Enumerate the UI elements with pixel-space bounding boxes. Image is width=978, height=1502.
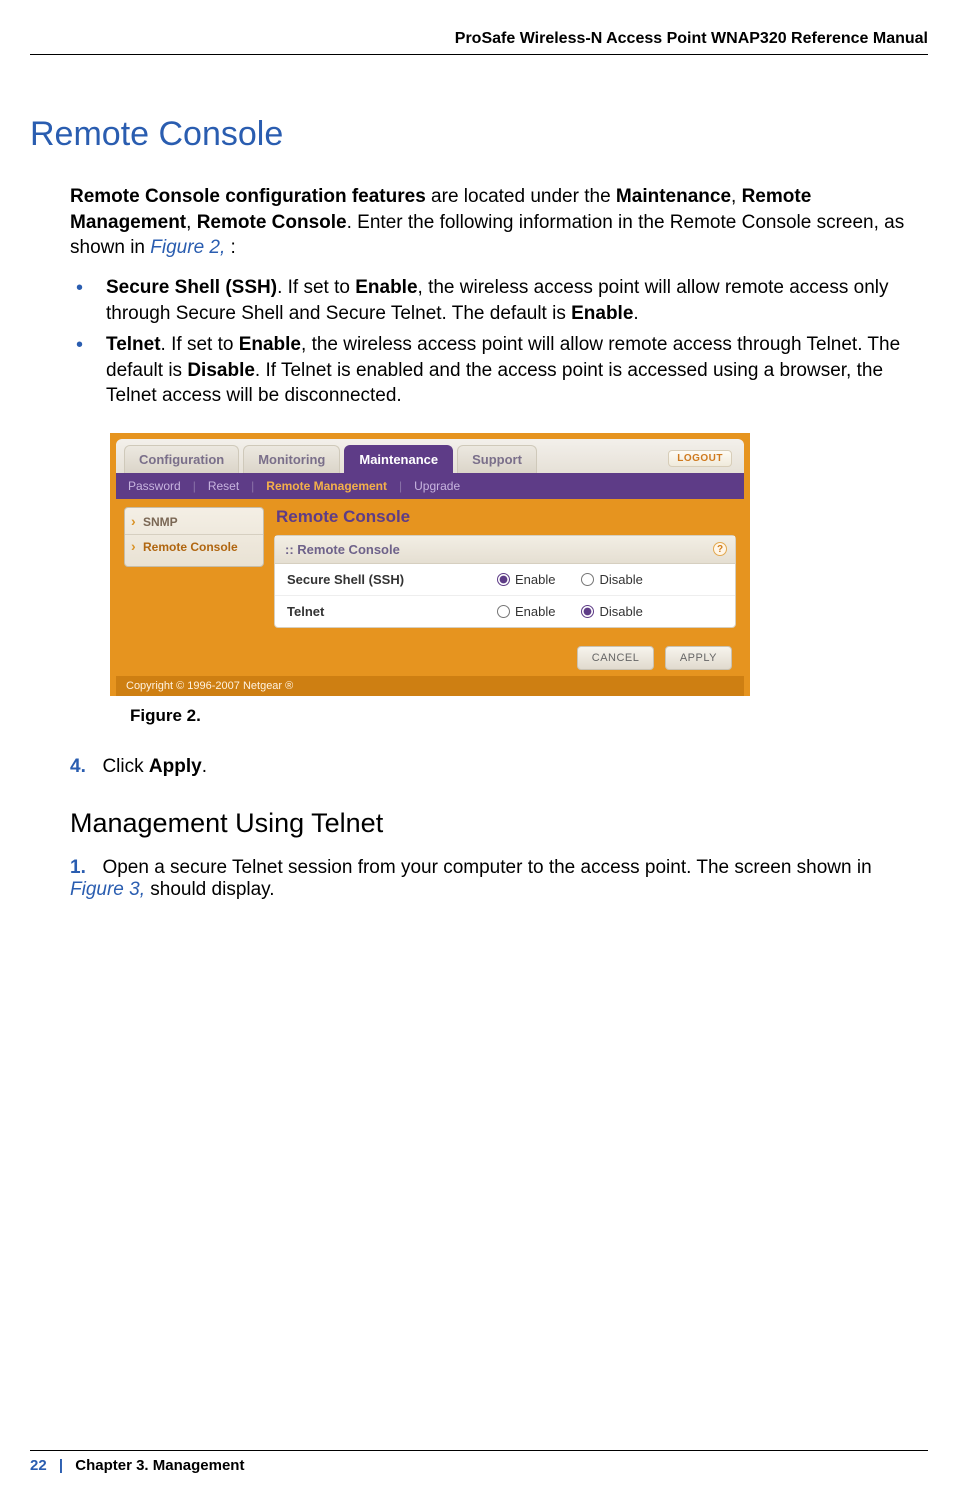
row-telnet-radios: Enable Disable (497, 604, 643, 619)
bullet-telnet: Telnet. If set to Enable, the wireless a… (70, 332, 928, 409)
ssh-enable-radio[interactable] (497, 573, 510, 586)
bullet-ssh-enable1: Enable (355, 277, 417, 298)
page-number: 22 (30, 1457, 47, 1474)
document-header: ProSafe Wireless-N Access Point WNAP320 … (30, 30, 928, 55)
bullet-ssh-enable2: Enable (571, 303, 633, 324)
step-4-text-a: Click (102, 756, 148, 777)
figure-2-link[interactable]: Figure 2, (150, 237, 225, 258)
card-header-text: :: Remote Console (285, 542, 400, 557)
ssh-enable-text: Enable (515, 572, 555, 587)
telnet-enable-text: Enable (515, 604, 555, 619)
subtab-row: Password | Reset | Remote Management | Upgr… (116, 473, 744, 499)
row-ssh-label: Secure Shell (SSH) (287, 572, 497, 587)
button-row: CANCEL APPLY (116, 636, 744, 676)
bullet-list: Secure Shell (SSH). If set to Enable, th… (70, 275, 928, 409)
bullet-ssh-label: Secure Shell (SSH) (106, 277, 277, 298)
bullet-ssh-t3: . (633, 303, 638, 324)
bullet-telnet-t1: . If set to (161, 334, 239, 355)
bullet-telnet-disable: Disable (187, 360, 255, 381)
settings-card: :: Remote Console ? Secure Shell (SSH) E… (274, 535, 736, 628)
telnet-enable-option[interactable]: Enable (497, 604, 555, 619)
footer-separator: | (59, 1457, 63, 1474)
main-panel: Remote Console :: Remote Console ? Secur… (274, 507, 736, 628)
step-4-text-c: . (202, 756, 207, 777)
subtab-reset[interactable]: Reset (208, 479, 239, 493)
step-4-text: Click Apply. (102, 756, 207, 777)
bullet-ssh: Secure Shell (SSH). If set to Enable, th… (70, 275, 928, 326)
step-4: 4. Click Apply. (70, 756, 928, 778)
step-1-text-a: Open a secure Telnet session from your c… (102, 857, 871, 878)
step-1: 1. Open a secure Telnet session from you… (70, 857, 928, 901)
intro-paragraph: Remote Console configuration features ar… (70, 184, 928, 261)
card-header: :: Remote Console ? (275, 536, 735, 564)
subtab-remote-management[interactable]: Remote Management (266, 479, 387, 493)
intro-text-3: , (186, 212, 197, 233)
section-title: Remote Console (30, 115, 928, 154)
ssh-disable-option[interactable]: Disable (581, 572, 642, 587)
telnet-disable-radio[interactable] (581, 605, 594, 618)
panel-area: SNMP Remote Console Remote Console :: Re… (116, 499, 744, 636)
step-1-text: Open a secure Telnet session from your c… (70, 857, 872, 900)
row-telnet-label: Telnet (287, 604, 497, 619)
subtab-sep-3: | (399, 479, 402, 493)
help-icon[interactable]: ? (713, 542, 727, 556)
apply-button[interactable]: APPLY (665, 646, 732, 670)
intro-text-2: , (731, 186, 742, 207)
screenshot-frame: Configuration Monitoring Maintenance Sup… (110, 433, 750, 696)
intro-bold-maintenance: Maintenance (616, 186, 731, 207)
cancel-button[interactable]: CANCEL (577, 646, 655, 670)
subsection-title: Management Using Telnet (70, 808, 928, 839)
logout-button[interactable]: LOGOUT (668, 450, 732, 467)
copyright-bar: Copyright © 1996-2007 Netgear ® (116, 676, 744, 696)
sidenav-remote-console[interactable]: Remote Console (125, 534, 263, 559)
step-4-number: 4. (70, 756, 98, 778)
tab-monitoring[interactable]: Monitoring (243, 445, 340, 473)
step-1-number: 1. (70, 857, 98, 879)
row-ssh-radios: Enable Disable (497, 572, 643, 587)
tab-support[interactable]: Support (457, 445, 537, 473)
chapter-label: Chapter 3. Management (75, 1457, 244, 1474)
telnet-enable-radio[interactable] (497, 605, 510, 618)
bullet-telnet-label: Telnet (106, 334, 161, 355)
step-1-text-b: should display. (145, 879, 275, 900)
figure-3-link[interactable]: Figure 3, (70, 879, 145, 900)
tab-maintenance[interactable]: Maintenance (344, 445, 453, 473)
subtab-sep-2: | (251, 479, 254, 493)
figure-caption: Figure 2. (130, 706, 928, 726)
bullet-ssh-t1: . If set to (277, 277, 355, 298)
step-4-apply: Apply (149, 756, 202, 777)
side-nav: SNMP Remote Console (124, 507, 264, 567)
subtab-upgrade[interactable]: Upgrade (414, 479, 460, 493)
intro-text-1: are located under the (426, 186, 616, 207)
telnet-disable-text: Disable (599, 604, 642, 619)
tab-row: Configuration Monitoring Maintenance Sup… (116, 439, 744, 473)
telnet-disable-option[interactable]: Disable (581, 604, 642, 619)
ssh-enable-option[interactable]: Enable (497, 572, 555, 587)
ssh-disable-radio[interactable] (581, 573, 594, 586)
row-telnet: Telnet Enable Disable (275, 595, 735, 627)
bullet-telnet-enable: Enable (239, 334, 301, 355)
sidenav-snmp[interactable]: SNMP (125, 510, 263, 534)
row-ssh: Secure Shell (SSH) Enable Disable (275, 564, 735, 595)
figure-2: Configuration Monitoring Maintenance Sup… (110, 433, 750, 696)
subtab-sep-1: | (193, 479, 196, 493)
ssh-disable-text: Disable (599, 572, 642, 587)
panel-title: Remote Console (276, 507, 736, 527)
subtab-password[interactable]: Password (128, 479, 181, 493)
intro-text-5: : (225, 237, 236, 258)
intro-bold-1: Remote Console configuration features (70, 186, 426, 207)
page-footer: 22 | Chapter 3. Management (30, 1450, 928, 1474)
tab-configuration[interactable]: Configuration (124, 445, 239, 473)
intro-bold-remote-console: Remote Console (197, 212, 347, 233)
